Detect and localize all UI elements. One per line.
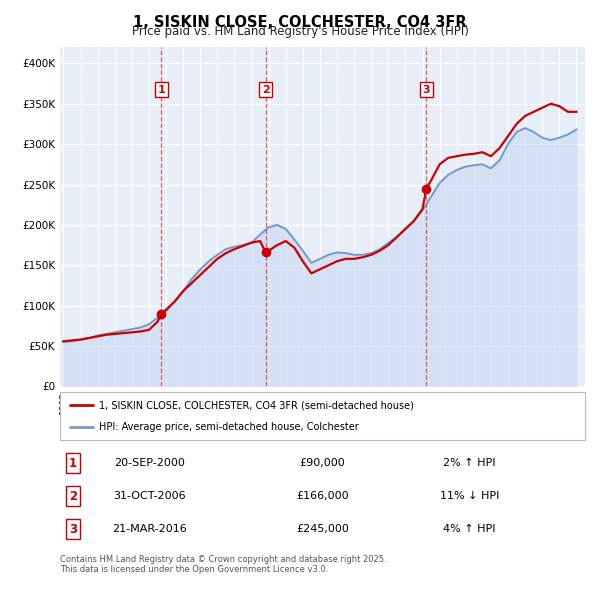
- Text: Price paid vs. HM Land Registry's House Price Index (HPI): Price paid vs. HM Land Registry's House …: [131, 25, 469, 38]
- Text: 2: 2: [69, 490, 77, 503]
- Text: 4% ↑ HPI: 4% ↑ HPI: [443, 525, 496, 534]
- Text: 3: 3: [69, 523, 77, 536]
- Text: Contains HM Land Registry data © Crown copyright and database right 2025.
This d: Contains HM Land Registry data © Crown c…: [60, 555, 386, 574]
- Text: £166,000: £166,000: [296, 491, 349, 501]
- Text: 11% ↓ HPI: 11% ↓ HPI: [440, 491, 499, 501]
- Text: £245,000: £245,000: [296, 525, 349, 534]
- Text: 3: 3: [422, 84, 430, 94]
- Text: 1: 1: [69, 457, 77, 470]
- Text: 1: 1: [157, 84, 165, 94]
- Text: 21-MAR-2016: 21-MAR-2016: [112, 525, 187, 534]
- Text: 1, SISKIN CLOSE, COLCHESTER, CO4 3FR: 1, SISKIN CLOSE, COLCHESTER, CO4 3FR: [133, 15, 467, 30]
- Text: 1, SISKIN CLOSE, COLCHESTER, CO4 3FR (semi-detached house): 1, SISKIN CLOSE, COLCHESTER, CO4 3FR (se…: [100, 400, 414, 410]
- Text: 20-SEP-2000: 20-SEP-2000: [114, 458, 185, 468]
- Text: 2: 2: [262, 84, 269, 94]
- Text: £90,000: £90,000: [299, 458, 346, 468]
- Text: 31-OCT-2006: 31-OCT-2006: [113, 491, 185, 501]
- Text: 2% ↑ HPI: 2% ↑ HPI: [443, 458, 496, 468]
- Text: HPI: Average price, semi-detached house, Colchester: HPI: Average price, semi-detached house,…: [100, 422, 359, 432]
